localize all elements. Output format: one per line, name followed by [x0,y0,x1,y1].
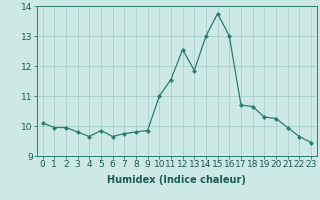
X-axis label: Humidex (Indice chaleur): Humidex (Indice chaleur) [108,175,246,185]
